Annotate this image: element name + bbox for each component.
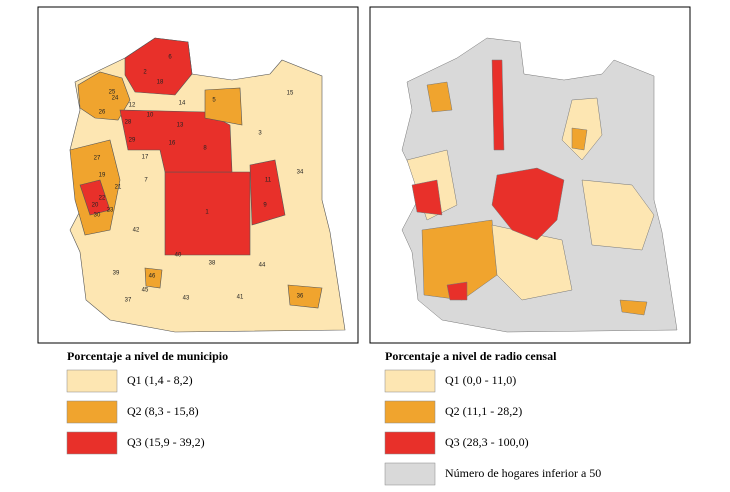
district-label: 9	[263, 203, 267, 209]
legend-swatch	[384, 369, 436, 393]
legend-swatch	[384, 431, 436, 455]
left-map	[69, 37, 346, 333]
district-label: 22	[99, 196, 106, 202]
legend-swatch	[66, 400, 118, 424]
legend-title: Porcentaje a nivel de radio censal	[385, 349, 557, 363]
right-map	[401, 37, 678, 333]
district-label: 38	[209, 261, 216, 267]
district-label: 17	[142, 155, 149, 161]
legend-label: Q1 (1,4 - 8,2)	[127, 373, 193, 387]
district-label: 7	[144, 178, 148, 184]
legend-label: Q2 (8,3 - 15,8)	[127, 404, 199, 418]
district-label: 8	[203, 146, 207, 152]
legend-swatch	[384, 462, 436, 486]
district-label: 40	[175, 253, 182, 259]
district-label: 28	[125, 120, 132, 126]
district-label: 10	[147, 113, 154, 119]
district-label: 5	[212, 98, 216, 104]
legend-label: Número de hogares inferior a 50	[445, 466, 601, 480]
district-label: 1	[205, 210, 209, 216]
district-label: 15	[287, 91, 294, 97]
legend-swatch	[66, 369, 118, 393]
district-label: 43	[183, 296, 190, 302]
district-label: 14	[179, 101, 186, 107]
district-label: 36	[297, 294, 304, 300]
district-label: 25	[109, 90, 116, 96]
legend-title: Porcentaje a nivel de municipio	[67, 349, 228, 363]
legend-label: Q3 (28,3 - 100,0)	[445, 435, 529, 449]
legend-label: Q2 (11,1 - 28,2)	[445, 404, 522, 418]
district-label: 3	[258, 131, 262, 137]
legend-swatch	[66, 431, 118, 455]
district-label: 30	[94, 213, 101, 219]
district-label: 45	[142, 288, 149, 294]
district-label: 20	[92, 203, 99, 209]
legends: Porcentaje a nivel de municipio Q1 (1,4 -…	[66, 349, 601, 486]
district-label: 44	[259, 263, 266, 269]
district-label: 13	[177, 123, 184, 129]
district-label: 6	[168, 55, 172, 61]
district-label: 21	[115, 185, 122, 191]
district-label: 29	[129, 138, 136, 144]
district-label: 23	[107, 208, 114, 214]
district-label: 12	[129, 103, 136, 109]
district-labels: 1235678910111213141516171819202122232425…	[92, 55, 304, 304]
district-label: 34	[297, 170, 304, 176]
district-label: 41	[237, 295, 244, 301]
legend-label: Q1 (0,0 - 11,0)	[445, 373, 516, 387]
district-label: 27	[94, 156, 101, 162]
legend-swatch	[384, 400, 436, 424]
district-label: 37	[125, 298, 132, 304]
district-label: 16	[169, 141, 176, 147]
district-label: 11	[265, 178, 272, 184]
district-label: 42	[133, 228, 140, 234]
district-label: 18	[157, 80, 164, 86]
district-label: 46	[149, 274, 156, 280]
legend-label: Q3 (15,9 - 39,2)	[127, 435, 205, 449]
district-label: 2	[143, 70, 147, 76]
district-label: 24	[112, 96, 119, 102]
district-label: 19	[99, 173, 106, 179]
district-label: 39	[113, 271, 120, 277]
district-label: 26	[99, 110, 106, 116]
